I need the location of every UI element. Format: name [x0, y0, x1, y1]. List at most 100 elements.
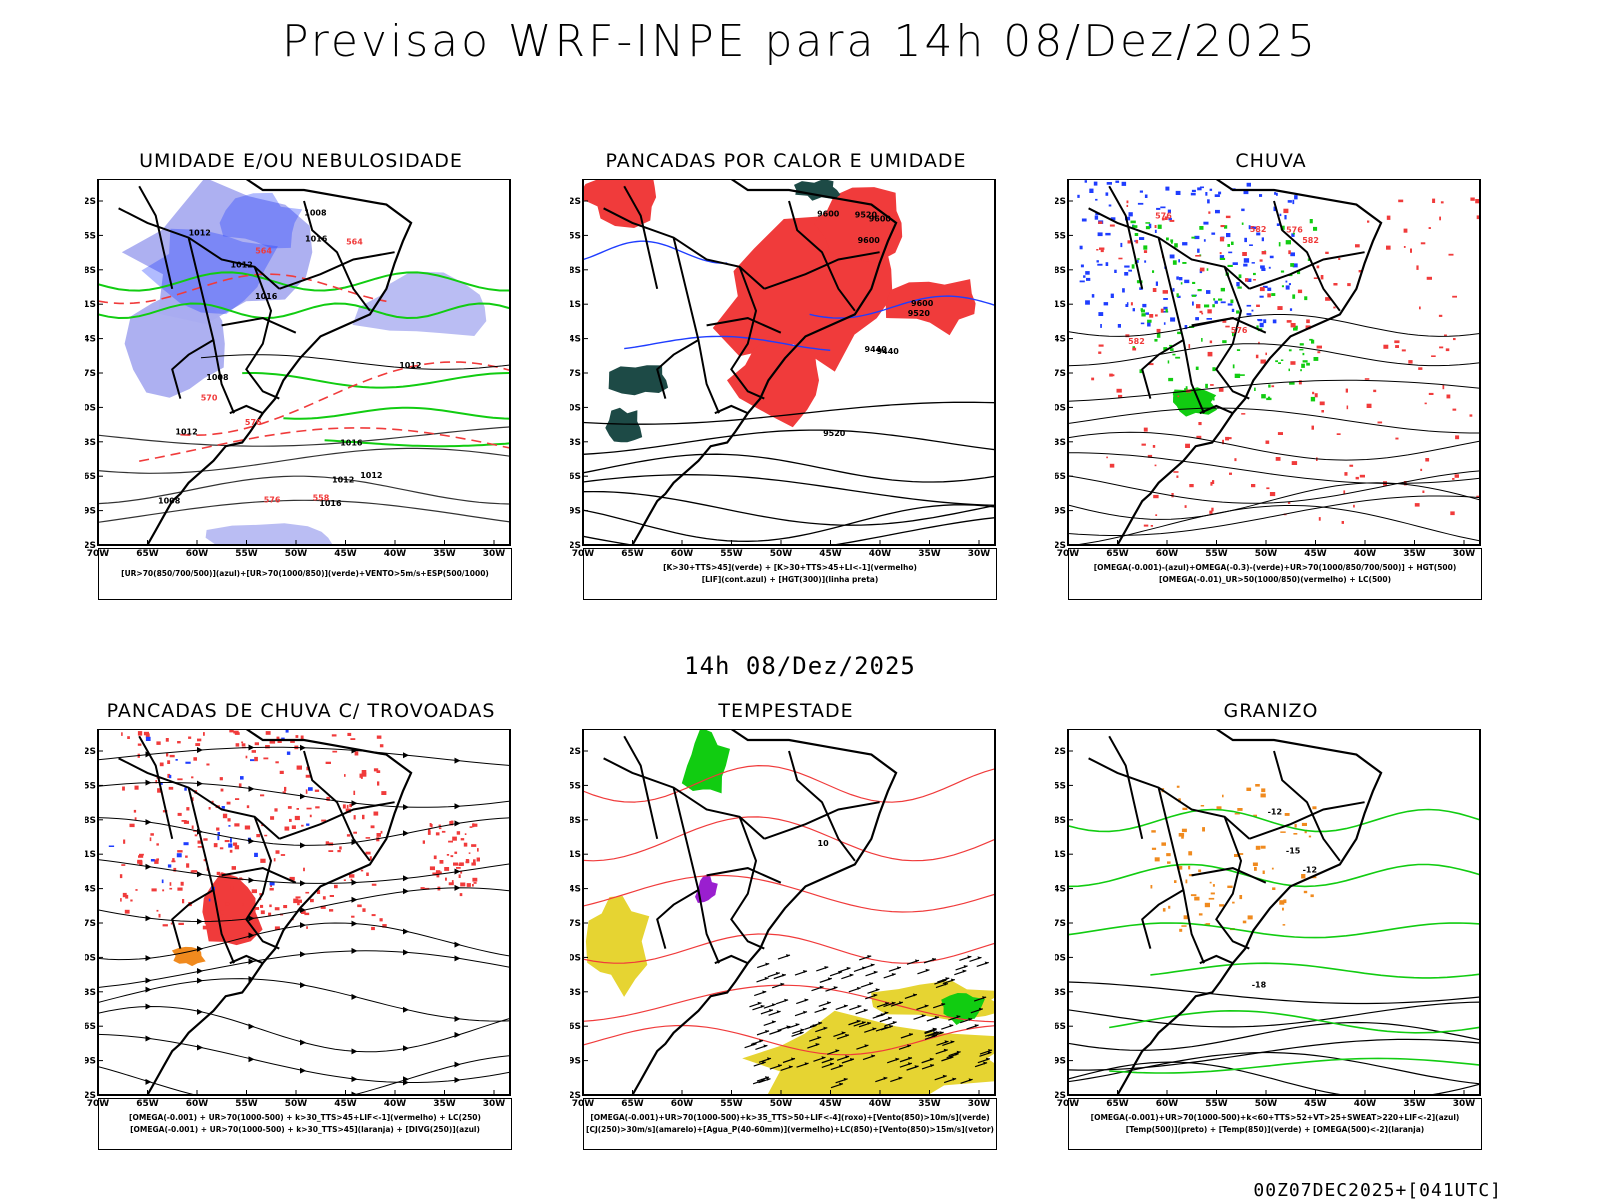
precip-cell [329, 895, 334, 897]
contour-value-label: 9600 [817, 209, 840, 218]
shaded-area [352, 271, 487, 336]
precip-cell [1259, 259, 1263, 262]
lon-tick-label: 35W [918, 549, 941, 559]
lat-tick-label: 18S [1055, 266, 1066, 276]
contour-value-label: 1012 [189, 229, 211, 238]
lat-tick-label: 15S [570, 231, 581, 241]
precip-cell [121, 732, 123, 736]
precip-cell [150, 833, 154, 836]
precip-cell [1109, 373, 1113, 377]
wind-vector-head [760, 1004, 765, 1008]
lon-tick-label: 50W [770, 549, 793, 559]
precip-cell [342, 804, 346, 809]
coastline [146, 729, 413, 1095]
precip-cell [1294, 823, 1297, 828]
country-border [623, 735, 659, 840]
precip-cell [1225, 436, 1229, 441]
precip-cell [1161, 218, 1165, 221]
precip-cell [1100, 249, 1104, 253]
wind-vector-head [941, 1002, 946, 1006]
precip-cell [1209, 881, 1212, 884]
streamline-arrow [197, 918, 203, 925]
wind-vector-head [775, 971, 780, 975]
precip-cell [354, 751, 359, 756]
precip-cell [1177, 865, 1183, 870]
country-border [1199, 954, 1234, 965]
precip-cell [1225, 215, 1231, 219]
precip-cell [339, 846, 342, 850]
precip-cell [325, 841, 329, 845]
wind-vector-head [821, 1056, 826, 1060]
contour-line [583, 240, 728, 264]
precip-cell [1185, 443, 1190, 448]
wind-vector-head [776, 1010, 781, 1014]
precip-cell [195, 743, 201, 746]
shaded-area [141, 228, 278, 315]
wind-vector-head [935, 1031, 940, 1035]
precip-cell [234, 732, 240, 735]
streamline-arrow [248, 915, 255, 922]
shaded-area [219, 192, 303, 249]
precip-cell [108, 845, 115, 847]
precip-cell [161, 879, 164, 884]
precip-cell [322, 896, 326, 900]
precip-cell [1170, 239, 1174, 243]
precip-cell [334, 884, 338, 889]
contour-line [1068, 922, 1480, 939]
wind-vector-head [873, 993, 878, 997]
precip-cell [1287, 200, 1292, 203]
wind-vector-head [766, 1077, 771, 1081]
wind-vector-head [870, 963, 875, 967]
precip-cell [230, 838, 232, 843]
isoline [1068, 495, 1480, 536]
precip-cell [1148, 363, 1154, 366]
wind-vector-head [977, 956, 982, 960]
wind-vector-head [861, 966, 866, 970]
precip-cell [1377, 421, 1383, 424]
precip-cell [217, 832, 220, 835]
lat-tick-label: 21S [570, 300, 581, 310]
legend-box: [OMEGA(-0.001)+UR>70(1000-500)+k>35_TTS>… [583, 1098, 997, 1150]
wind-vector-head [827, 977, 832, 981]
precip-cell [134, 817, 137, 820]
contour-value-label: 10 [818, 839, 830, 848]
wind-vector-head [907, 1062, 912, 1066]
precip-cell [254, 742, 259, 746]
panel-pancadas-calor: PANCADAS POR CALOR E UMIDADE 9600 9600 960… [570, 150, 1002, 620]
precip-cell [1128, 269, 1132, 272]
legend-line: [OMEGA(-0.001) + UR>70(1000-500) + k>30_… [130, 1125, 480, 1134]
lon-tick-label: 45W [334, 549, 357, 559]
precip-cell [1177, 395, 1180, 398]
precip-cell [1184, 279, 1190, 284]
precip-cell [1431, 355, 1436, 357]
precip-cell [137, 860, 142, 864]
precip-cell [1279, 900, 1285, 905]
precip-cell [255, 907, 259, 910]
precip-cell [1191, 294, 1196, 297]
country-border [730, 816, 765, 950]
precip-cell [347, 732, 352, 736]
precip-cell [422, 840, 425, 844]
country-border [1108, 185, 1144, 290]
precip-cell [1234, 854, 1239, 857]
precip-cell [1136, 259, 1139, 263]
precip-cell [1425, 458, 1430, 462]
precip-cell [1091, 377, 1095, 381]
precip-cell [1310, 894, 1314, 898]
precip-cell [1231, 308, 1235, 312]
precip-cell [1246, 787, 1252, 791]
precip-cell [1168, 377, 1174, 382]
precip-cell [1291, 233, 1295, 237]
precip-cell [1232, 901, 1235, 904]
lon-tick-label: 50W [285, 1099, 308, 1109]
precip-cell [1125, 216, 1131, 221]
precip-cell [1373, 389, 1377, 393]
isoline [583, 401, 995, 425]
lat-tick-label: 27S [570, 369, 581, 379]
map-background [1068, 729, 1480, 1095]
precip-cell [1241, 222, 1244, 225]
precip-cell [1132, 225, 1138, 228]
precip-cell [1395, 437, 1399, 440]
contour-value-label: -12 [1303, 866, 1317, 875]
precip-cell [1080, 264, 1084, 268]
